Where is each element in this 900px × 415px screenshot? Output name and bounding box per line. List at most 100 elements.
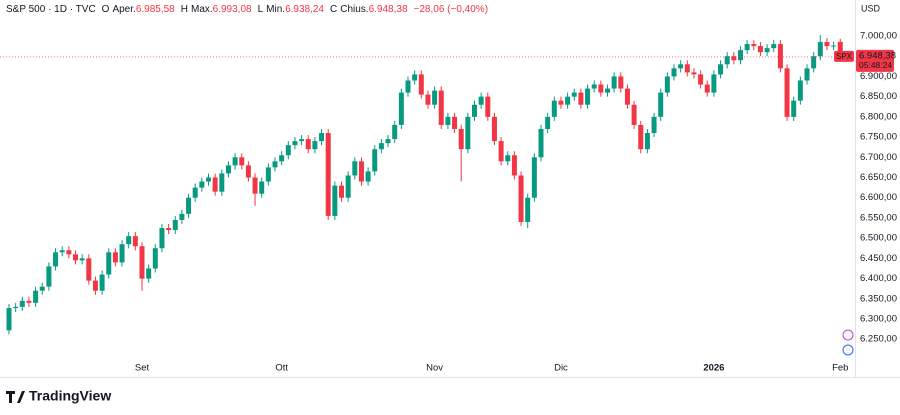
ohlc-value: 6.993,08 (213, 4, 252, 15)
candle-body (465, 116, 471, 150)
candle-body (784, 68, 790, 117)
candle-body (631, 104, 637, 125)
candle-body (146, 268, 152, 279)
candle-body (491, 116, 497, 142)
candle-body (206, 177, 211, 182)
candle-body (658, 92, 664, 117)
candle-body (6, 308, 12, 331)
y-tick-label: 6.250,00 (860, 334, 897, 345)
plot-area (0, 35, 855, 335)
candle-body (272, 161, 278, 168)
candle-body (119, 244, 125, 263)
candle-body (299, 139, 305, 142)
candle-body (731, 56, 737, 61)
ohlc-key: L (258, 4, 264, 15)
y-tick-label: 6.550,00 (860, 212, 897, 223)
candle-body (478, 96, 484, 105)
y-tick-label: 6.450,00 (860, 253, 897, 264)
candle-body (817, 42, 823, 57)
y-tick-label: 6.300,00 (860, 314, 897, 325)
x-tick-label: Dic (554, 363, 568, 374)
candle-body (412, 74, 418, 81)
y-tick-label: 6.350,00 (860, 293, 897, 304)
x-tick-label: 2026 (703, 363, 724, 374)
candle-body (432, 90, 438, 105)
candle-body (372, 149, 378, 172)
candle-body (132, 236, 138, 247)
candle-body (811, 56, 817, 69)
y-tick-label: 6.650,00 (860, 172, 897, 183)
y-tick-label: 7.000,00 (860, 31, 897, 42)
candle-body (578, 92, 584, 105)
candle-body (312, 141, 318, 150)
candle-body (618, 76, 624, 89)
candle-body (186, 197, 192, 214)
y-tick-label: 6.400,00 (860, 273, 897, 284)
candle-body (425, 94, 431, 105)
candle-body (392, 124, 398, 140)
y-tick-label: 6.850,00 (860, 91, 897, 102)
candle-body (92, 280, 98, 291)
candle-body (651, 116, 657, 134)
icon (842, 329, 854, 341)
candle-body (452, 116, 458, 129)
candle-body (339, 185, 344, 198)
y-tick-label: 6.500,00 (860, 233, 897, 244)
candle-body (638, 124, 644, 150)
ohlc-value: 6.938,24 (285, 4, 324, 15)
candle-body (26, 300, 32, 303)
y-tick-label: 6.900,00 (860, 71, 897, 82)
candle-body (358, 161, 364, 182)
candle-body (698, 74, 704, 85)
candle-body (352, 161, 358, 176)
symbol-tag-text: SPX (836, 52, 853, 61)
candle-body (531, 157, 537, 198)
side-icons (842, 329, 854, 356)
candle-body (239, 157, 245, 166)
candle-body (99, 274, 105, 291)
candle-body (179, 213, 185, 220)
candle-body (152, 248, 158, 269)
currency: USD (861, 3, 881, 13)
candle-body (551, 100, 557, 117)
axes: 6.250,00 6.300,00 6.350,00 6.400,00 6.450,00… (135, 31, 897, 374)
candle-body (159, 228, 165, 249)
candle-body (744, 44, 750, 51)
x-tick-label: Nov (426, 363, 443, 374)
candle-body (724, 56, 730, 65)
candle-body (558, 100, 564, 105)
ohlc-value: 6.948,38 (369, 4, 408, 15)
candle-body (86, 258, 92, 281)
candle-body (764, 48, 770, 53)
candle-body (591, 84, 597, 89)
x-tick-label: Set (135, 363, 150, 374)
logo-mark (6, 391, 25, 403)
candle-body (585, 88, 591, 105)
candle-body (777, 44, 783, 69)
candle-body (305, 139, 311, 150)
candle-body (19, 300, 25, 307)
ohlc-key: H (181, 4, 188, 15)
candle-body (511, 155, 517, 176)
candle-body (53, 252, 59, 267)
candle-body (345, 175, 351, 198)
candle-body (791, 100, 797, 117)
ohlc-label: Max. (191, 4, 213, 15)
candle-body (225, 165, 231, 174)
candle-body (398, 92, 404, 125)
price-label-bg (856, 49, 894, 72)
x-tick-label: Ott (275, 363, 288, 374)
candle-body (678, 64, 684, 69)
candle-body (498, 141, 504, 162)
candle-body (252, 177, 258, 194)
candle-body (259, 181, 265, 194)
candle-body (704, 84, 710, 93)
candle-body (445, 116, 451, 125)
candle-body (139, 246, 145, 279)
ohlc-key: O (102, 4, 110, 15)
y-tick-label: 6.750,00 (860, 132, 897, 143)
legend-header: S&P 500 · 1D · TVC O Aper.6.985,58 H Max.6.9… (6, 4, 488, 15)
candle-body (691, 72, 697, 75)
candle-body (219, 173, 225, 192)
candle-body (738, 50, 743, 61)
